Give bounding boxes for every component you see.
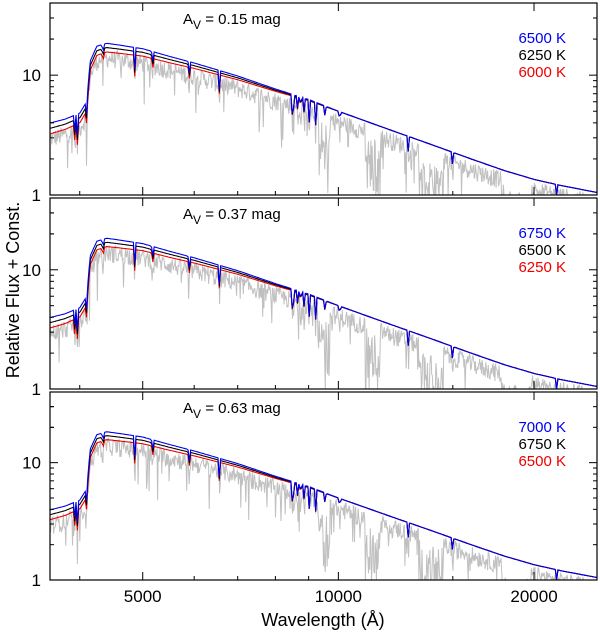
y-tick-label: 1: [32, 186, 41, 205]
x-tick-label: 20000: [510, 587, 557, 606]
extinction-annotation: AV = 0.63 mag: [183, 400, 281, 421]
model-line-7000k: [50, 431, 597, 580]
legend-entry: 6750 K: [518, 436, 566, 453]
legend-entry: 7000 K: [518, 419, 566, 436]
y-axis-label: Relative Flux + Const.: [3, 202, 23, 379]
model-line-6750k: [50, 237, 597, 389]
y-tick-label: 10: [22, 454, 41, 473]
y-tick-label: 1: [32, 380, 41, 399]
annotation-prefix: A: [183, 11, 193, 28]
legend-entry: 6750 K: [518, 225, 566, 242]
y-tick-label: 1: [32, 571, 41, 590]
observed-spectrum-line: [50, 437, 597, 580]
y-tick-label: 10: [22, 66, 41, 85]
legend-entry: 6500 K: [518, 30, 566, 47]
legend-entry: 6250 K: [518, 259, 566, 276]
legend-entry: 6500 K: [518, 242, 566, 259]
model-line-6250k: [50, 47, 597, 195]
x-axis-label: Wavelength (Å): [261, 610, 384, 630]
panel-frame: [49, 2, 598, 196]
legend-entry: 6000 K: [518, 64, 566, 81]
panel-frame: [49, 391, 598, 581]
annotation-subscript: V: [193, 213, 201, 227]
annotation-prefix: A: [183, 206, 193, 223]
panel-frame: [49, 197, 598, 390]
observed-spectrum-line: [50, 49, 597, 195]
annotation-prefix: A: [183, 400, 193, 417]
observed-spectrum-line: [50, 244, 597, 389]
model-line-6500k: [50, 42, 597, 195]
extinction-annotation: AV = 0.37 mag: [183, 206, 281, 227]
legend-entry: 6500 K: [518, 453, 566, 470]
x-tick-label: 10000: [315, 587, 362, 606]
annotation-subscript: V: [193, 407, 201, 421]
y-tick-label: 10: [22, 261, 41, 280]
annotation-value: = 0.37 mag: [201, 206, 281, 223]
extinction-annotation: AV = 0.15 mag: [183, 11, 281, 32]
x-tick-label: 5000: [124, 587, 162, 606]
annotation-value: = 0.15 mag: [201, 11, 281, 28]
annotation-subscript: V: [193, 18, 201, 32]
annotation-value: = 0.63 mag: [201, 400, 281, 417]
model-line-6500k: [50, 241, 597, 389]
legend-entry: 6250 K: [518, 47, 566, 64]
